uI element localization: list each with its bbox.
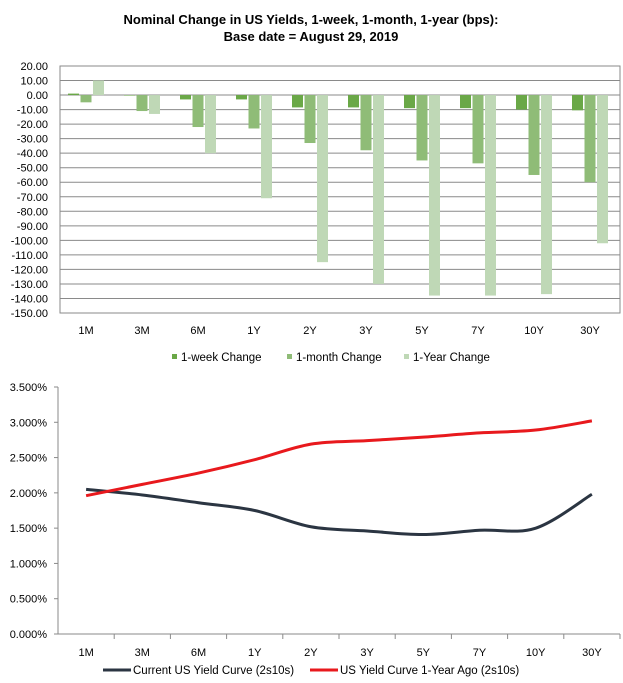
bar-1-week-change bbox=[348, 95, 359, 108]
bar-1-year-change bbox=[317, 95, 328, 263]
y-tick-label: -70.00 bbox=[17, 192, 48, 204]
y-tick-label: -120.00 bbox=[11, 264, 48, 276]
bar-1-week-change bbox=[236, 95, 247, 100]
bar-1-month-change bbox=[528, 95, 540, 175]
legend-label: 1-Year Change bbox=[413, 352, 490, 364]
bar-1-week-change bbox=[292, 95, 303, 108]
bar-1-year-change bbox=[261, 95, 272, 199]
bar-1-year-change bbox=[93, 80, 104, 96]
x-tick-label: 1M bbox=[78, 325, 93, 337]
bar-1-week-change bbox=[572, 95, 583, 111]
y-tick-label: -90.00 bbox=[17, 221, 48, 233]
y-tick-label: -10.00 bbox=[17, 105, 48, 117]
x-tick-label: 5Y bbox=[417, 647, 431, 659]
bar-1-month-change bbox=[80, 95, 92, 103]
y-tick-label: 10.00 bbox=[20, 76, 48, 88]
x-tick-label: 7Y bbox=[471, 325, 485, 337]
bar-1-month-change bbox=[192, 95, 204, 128]
legend-label: 1-week Change bbox=[181, 352, 262, 364]
bar-1-month-change bbox=[360, 95, 372, 151]
legend-label: Current US Yield Curve (2s10s) bbox=[133, 665, 294, 677]
y-tick-label: 2.500% bbox=[10, 453, 48, 465]
bar-1-week-change bbox=[68, 93, 79, 96]
x-tick-label: 3Y bbox=[360, 647, 374, 659]
y-tick-label: -110.00 bbox=[12, 250, 49, 262]
bar-1-month-change bbox=[472, 95, 484, 164]
x-tick-label: 10Y bbox=[526, 647, 546, 659]
legend-label: US Yield Curve 1-Year Ago (2s10s) bbox=[340, 665, 519, 677]
legend-swatch bbox=[172, 354, 177, 359]
y-tick-label: -150.00 bbox=[11, 308, 48, 320]
bar-1-month-change bbox=[304, 95, 316, 144]
y-tick-label: -60.00 bbox=[17, 177, 48, 189]
x-tick-label: 30Y bbox=[582, 647, 602, 659]
x-tick-label: 5Y bbox=[415, 325, 429, 337]
y-tick-label: 2.000% bbox=[10, 488, 48, 500]
y-tick-label: -130.00 bbox=[11, 279, 48, 291]
x-tick-label: 1M bbox=[78, 647, 93, 659]
y-tick-label: -20.00 bbox=[17, 119, 48, 131]
y-tick-label: -40.00 bbox=[17, 148, 48, 160]
bar-chart-title-line2: Base date = August 29, 2019 bbox=[224, 29, 399, 44]
x-tick-label: 1Y bbox=[248, 647, 262, 659]
legend-swatch bbox=[404, 354, 409, 359]
line-year-ago-yield-curve bbox=[85, 419, 593, 498]
y-tick-label: 1.500% bbox=[10, 523, 48, 535]
bar-1-week-change bbox=[404, 95, 415, 109]
x-tick-label: 3M bbox=[134, 325, 149, 337]
y-tick-label: 0.000% bbox=[10, 629, 48, 641]
bar-1-week-change bbox=[516, 95, 527, 110]
bar-1-year-change bbox=[597, 95, 608, 244]
y-tick-label: 20.00 bbox=[20, 61, 48, 73]
bar-1-month-change bbox=[136, 95, 148, 112]
y-tick-label: 0.500% bbox=[10, 594, 48, 606]
y-tick-label: 3.500% bbox=[10, 382, 48, 394]
line-current-yield-curve bbox=[85, 487, 593, 536]
x-tick-label: 6M bbox=[190, 325, 205, 337]
bar-chart-title-line1: Nominal Change in US Yields, 1-week, 1-m… bbox=[124, 12, 499, 27]
y-tick-label: -30.00 bbox=[17, 134, 48, 146]
y-tick-label: -50.00 bbox=[17, 163, 48, 175]
bar-1-month-change bbox=[248, 95, 260, 129]
bar-1-year-change bbox=[541, 95, 552, 295]
bar-1-week-change bbox=[460, 95, 471, 109]
y-tick-label: -100.00 bbox=[11, 235, 48, 247]
x-tick-label: 10Y bbox=[524, 325, 544, 337]
y-tick-label: -140.00 bbox=[11, 293, 48, 305]
bar-1-year-change bbox=[485, 95, 496, 296]
plot-border bbox=[59, 65, 621, 314]
y-tick-label: 1.000% bbox=[10, 558, 48, 570]
x-tick-label: 2Y bbox=[303, 325, 317, 337]
legend-label: 1-month Change bbox=[296, 352, 382, 364]
y-tick-label: 0.00 bbox=[27, 90, 48, 102]
bar-1-year-change bbox=[373, 95, 384, 284]
x-tick-label: 1Y bbox=[247, 325, 261, 337]
y-tick-label: -80.00 bbox=[17, 206, 48, 218]
x-tick-label: 3M bbox=[135, 647, 150, 659]
bar-1-month-change bbox=[584, 95, 596, 183]
x-tick-label: 7Y bbox=[473, 647, 487, 659]
bar-1-year-change bbox=[205, 95, 216, 154]
x-tick-label: 3Y bbox=[359, 325, 373, 337]
bar-1-month-change bbox=[416, 95, 428, 161]
bar-1-year-change bbox=[429, 95, 440, 296]
bar-1-week-change bbox=[124, 95, 135, 96]
x-tick-label: 30Y bbox=[580, 325, 600, 337]
x-tick-label: 6M bbox=[191, 647, 206, 659]
legend-swatch bbox=[287, 354, 292, 359]
bar-1-year-change bbox=[149, 95, 160, 114]
x-tick-label: 2Y bbox=[304, 647, 318, 659]
y-tick-label: 3.000% bbox=[10, 417, 48, 429]
bar-1-week-change bbox=[180, 95, 191, 100]
